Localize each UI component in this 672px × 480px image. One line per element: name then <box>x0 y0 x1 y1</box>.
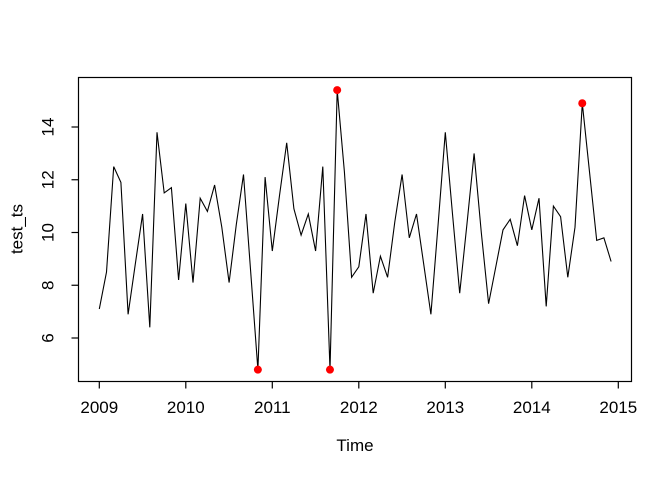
y-tick-label: 10 <box>39 223 58 242</box>
y-tick-label: 6 <box>39 333 58 342</box>
x-tick-label: 2014 <box>513 398 551 417</box>
outlier-point <box>253 365 262 374</box>
y-tick-label: 8 <box>39 281 58 290</box>
x-tick-label: 2013 <box>426 398 464 417</box>
outlier-point <box>325 365 334 374</box>
x-tick-label: 2010 <box>167 398 205 417</box>
x-axis-title: Time <box>336 436 373 455</box>
series-line <box>98 90 612 370</box>
y-tick-label: 12 <box>39 170 58 189</box>
plot-frame <box>77 76 633 383</box>
outlier-point <box>578 99 587 108</box>
y-tick-label: 14 <box>39 118 58 137</box>
x-tick-label: 2011 <box>254 398 291 417</box>
x-tick-label: 2012 <box>340 398 378 417</box>
plot-area: 2009 2010 2011 2012 2013 2014 2015 6 8 10 12 14 <box>39 76 637 417</box>
x-tick-label: 2015 <box>599 398 637 417</box>
y-axis-title: test_ts <box>8 204 27 254</box>
outlier-point <box>333 86 342 95</box>
x-tick-label: 2009 <box>80 398 118 417</box>
